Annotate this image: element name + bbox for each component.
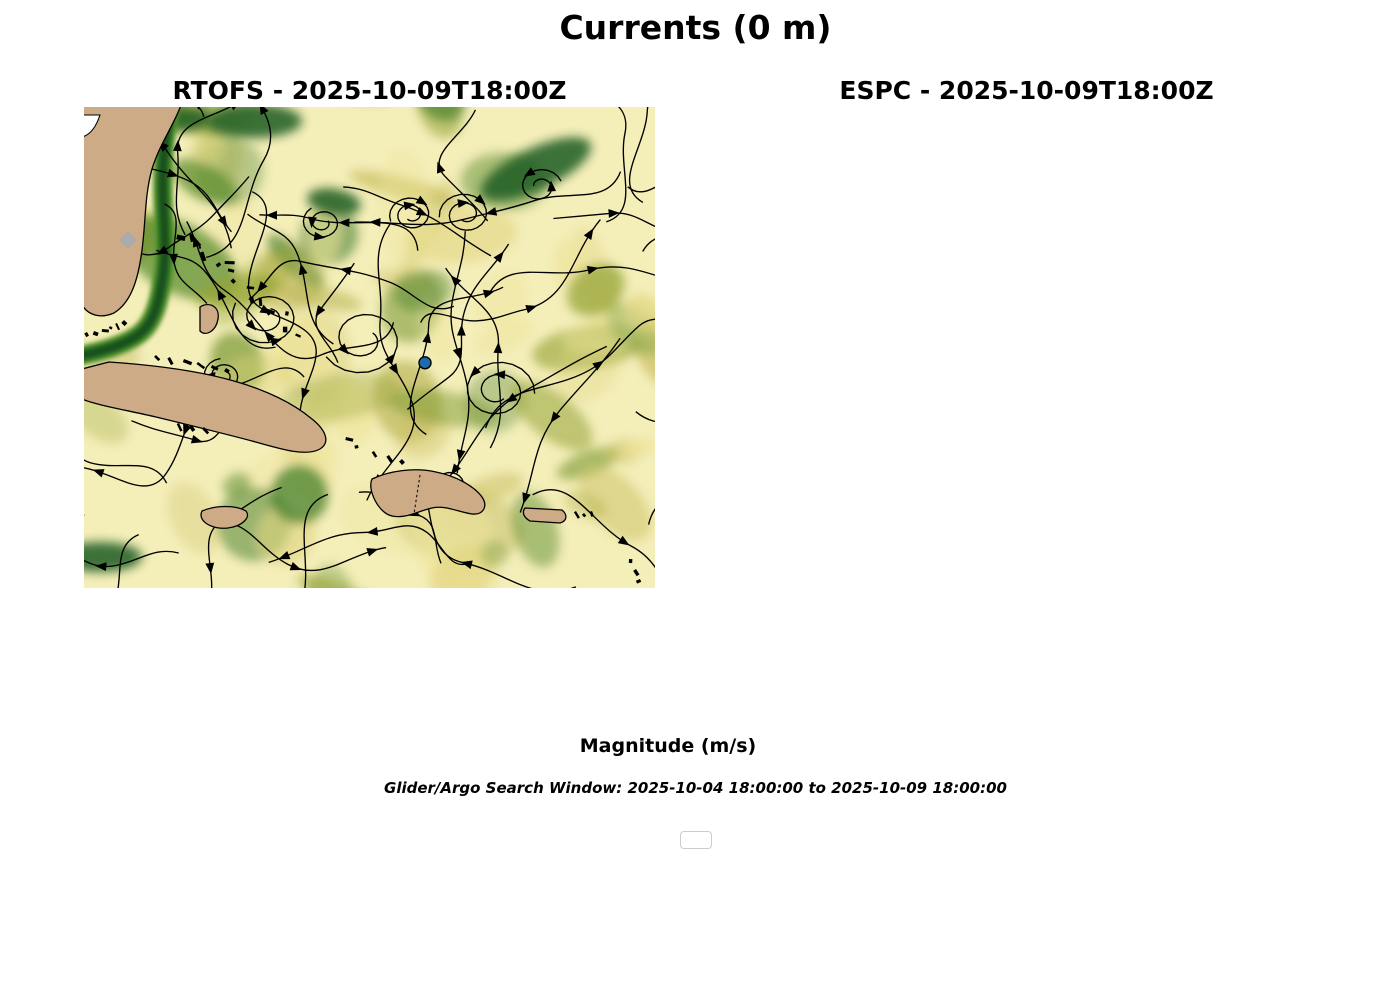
panel-title-espc: ESPC - 2025-10-09T18:00Z (839, 76, 1214, 105)
colorbar (70, 684, 1340, 712)
land (84, 107, 642, 584)
lake-okeechobee (119, 231, 137, 249)
gulf-stream (84, 107, 181, 366)
colorbar-label: Magnitude (m/s) (579, 735, 757, 757)
legend (679, 831, 712, 849)
espc-map (741, 107, 1312, 588)
figure-title: Currents (0 m) (559, 8, 832, 47)
platform-markers (418, 356, 432, 370)
marker-1902363 (418, 356, 432, 370)
search-window-subtitle: Glider/Argo Search Window: 2025-10-04 18… (384, 779, 1007, 797)
rtofs-map (84, 107, 655, 588)
panel-title-rtofs: RTOFS - 2025-10-09T18:00Z (172, 76, 567, 105)
